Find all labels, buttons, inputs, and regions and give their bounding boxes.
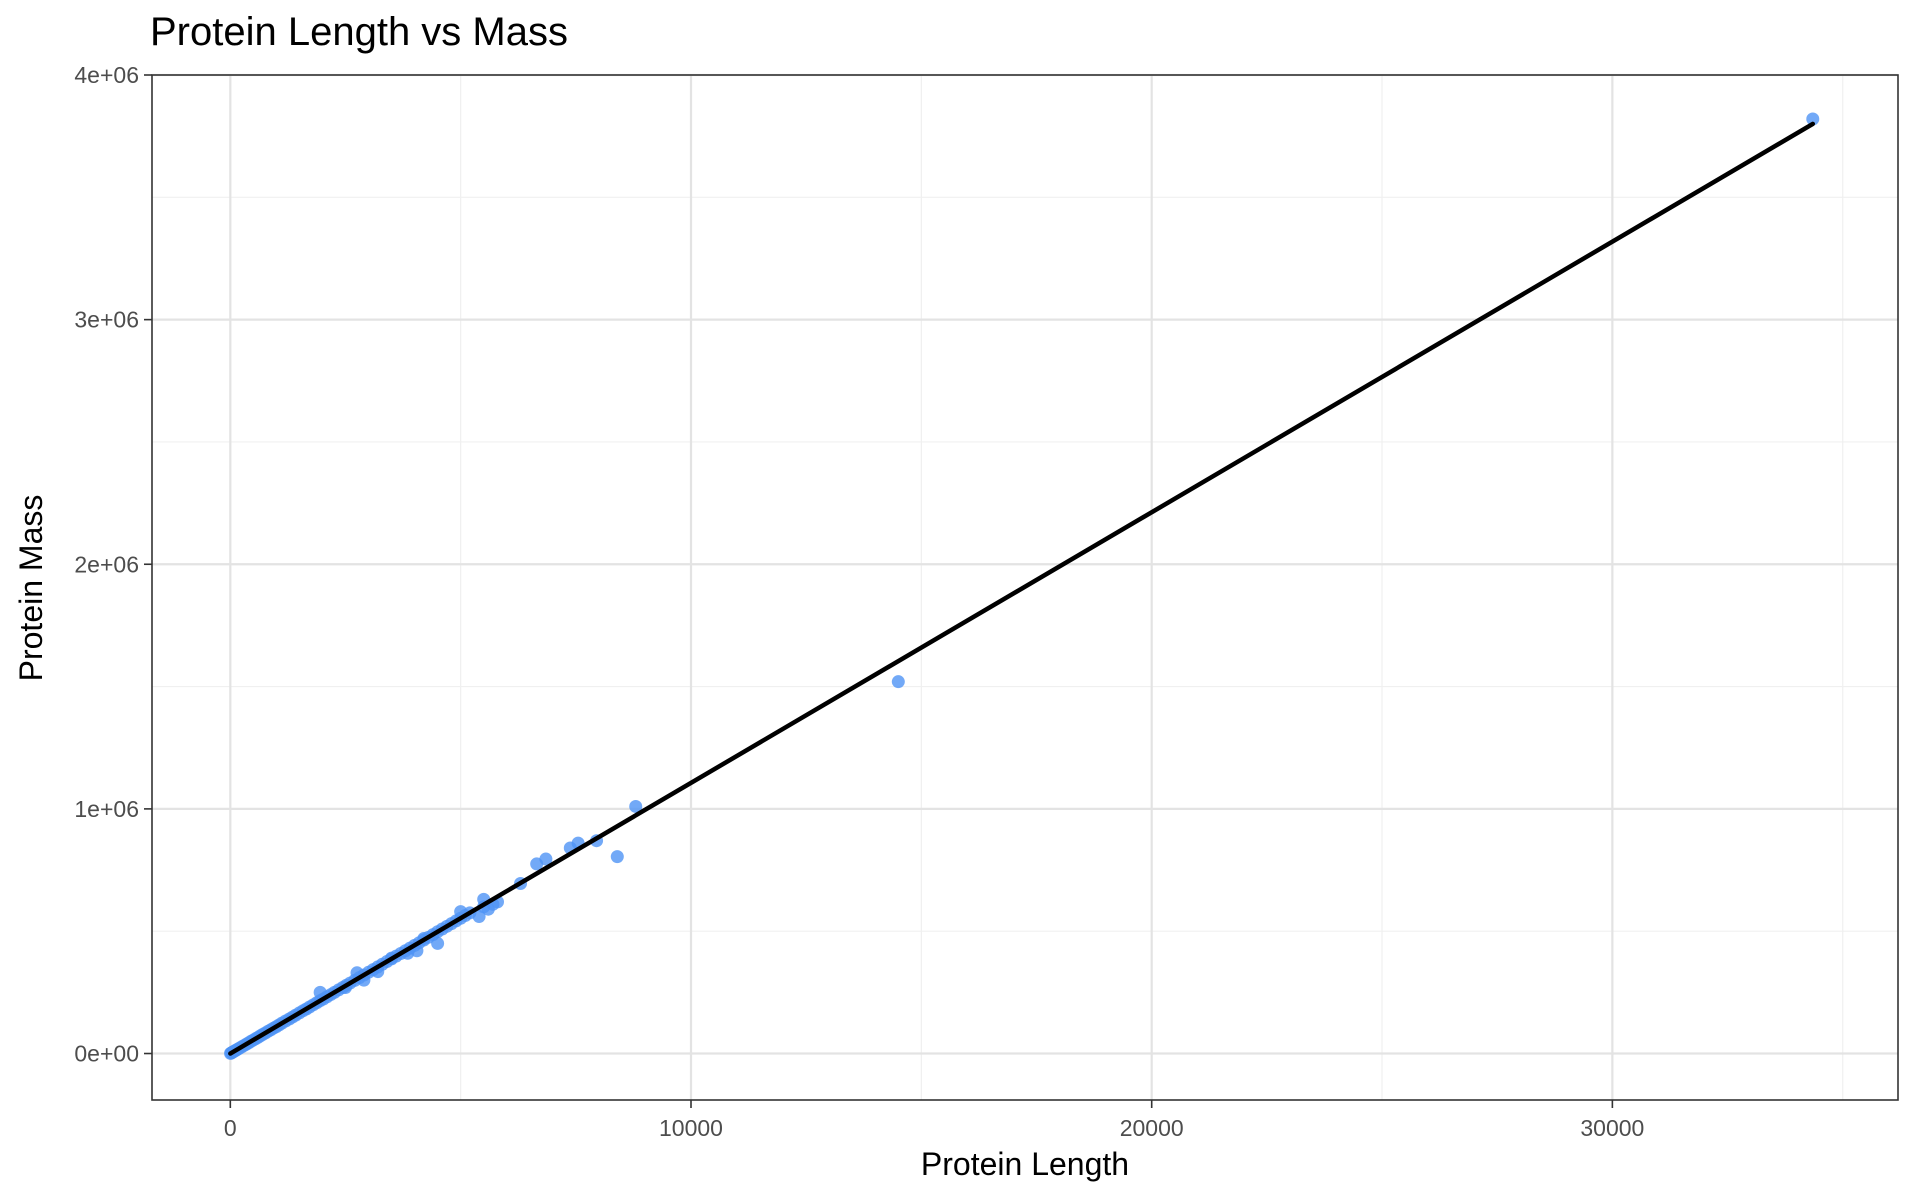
major-grid bbox=[152, 73, 1898, 1100]
x-axis-ticks: 0 10000 20000 30000 bbox=[224, 1100, 1644, 1141]
data-point bbox=[629, 799, 643, 813]
y-tick-label: 0e+00 bbox=[74, 1041, 139, 1067]
y-axis-title: Protein Mass bbox=[13, 495, 49, 682]
data-point bbox=[431, 936, 445, 950]
x-tick-label: 0 bbox=[224, 1115, 237, 1141]
regression-line bbox=[228, 121, 1816, 1056]
data-point bbox=[891, 675, 905, 689]
x-axis-title: Protein Length bbox=[921, 1146, 1129, 1182]
x-tick-label: 10000 bbox=[659, 1115, 723, 1141]
minor-grid bbox=[152, 75, 1898, 1100]
y-tick-label: 2e+06 bbox=[74, 551, 139, 577]
data-point bbox=[1806, 112, 1820, 126]
panel-border bbox=[151, 74, 1899, 1101]
data-point bbox=[472, 910, 486, 924]
x-tick-label: 30000 bbox=[1580, 1115, 1644, 1141]
chart-title: Protein Length vs Mass bbox=[150, 10, 568, 54]
data-point bbox=[539, 852, 553, 866]
y-axis-ticks: 0e+00 1e+06 2e+06 3e+06 4e+06 bbox=[74, 62, 152, 1067]
y-tick-label: 4e+06 bbox=[74, 62, 139, 88]
data-point bbox=[610, 850, 624, 864]
y-tick-label: 3e+06 bbox=[74, 307, 139, 333]
data-point bbox=[313, 985, 327, 999]
y-tick-label: 1e+06 bbox=[74, 796, 139, 822]
x-tick-label: 20000 bbox=[1120, 1115, 1184, 1141]
